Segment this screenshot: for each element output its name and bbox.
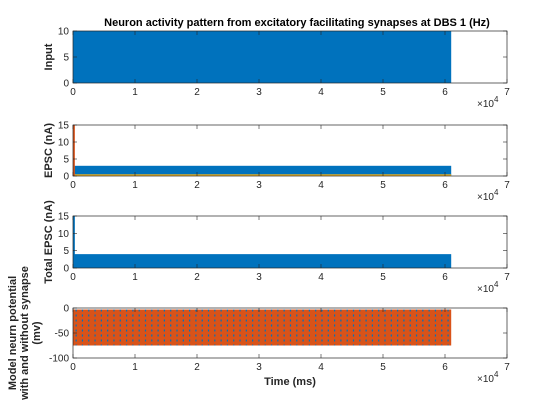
x-tick-label: 1 <box>132 272 138 283</box>
x-tick-label: 2 <box>194 362 200 373</box>
x-multiplier-label: ×104 <box>477 280 499 295</box>
series-band <box>73 309 452 346</box>
x-tick-label: 2 <box>194 180 200 191</box>
x-tick-label: 4 <box>318 180 324 191</box>
axes-box <box>72 30 508 84</box>
x-tick-label: 5 <box>380 272 386 283</box>
x-multiplier-exponent: 4 <box>494 188 499 197</box>
subplot-2: 0 1 2 3 4 5 6 7 0 5 10 15 ×104 EPSC (nA) <box>43 121 510 204</box>
figure-title: Neuron activity pattern from excitatory … <box>104 17 490 29</box>
x-tick-label: 3 <box>256 180 262 191</box>
y-axis-label: Input <box>43 43 55 70</box>
x-tick-label: 2 <box>194 87 200 98</box>
x-tick-label: 6 <box>442 87 448 98</box>
x-tick-label: 7 <box>504 362 510 373</box>
y-tick-label: 15 <box>58 121 70 132</box>
series-band <box>73 174 452 176</box>
x-tick-label: 7 <box>504 180 510 191</box>
y-axis-label-line: (mv) <box>31 321 43 345</box>
x-tick-label: 5 <box>380 180 386 191</box>
axes-box <box>72 307 508 359</box>
y-axis-label-line: Model neurn potential <box>7 276 19 390</box>
subplot-1: 0 1 2 3 4 5 6 7 0 5 10 ×104 Input <box>43 27 510 111</box>
y-tick-label: 10 <box>58 229 70 240</box>
x-multiplier-label: ×104 <box>477 188 499 203</box>
x-tick-label: 1 <box>132 180 138 191</box>
y-tick-label: 5 <box>63 246 69 257</box>
y-tick-label: -100 <box>49 354 69 365</box>
y-tick-label: 5 <box>63 155 69 166</box>
series-band <box>73 125 75 176</box>
x-multiplier-label: ×104 <box>477 95 499 110</box>
x-tick-label: 6 <box>442 180 448 191</box>
x-tick-label: 2 <box>194 272 200 283</box>
x-multiplier-label: ×104 <box>477 370 499 385</box>
x-multiplier-exponent: 4 <box>494 280 499 289</box>
x-tick-label: 4 <box>318 272 324 283</box>
x-tick-label: 6 <box>442 362 448 373</box>
x-tick-label: 3 <box>256 272 262 283</box>
y-axis-label-line: with and without synapse <box>19 266 31 401</box>
series-band <box>73 31 452 83</box>
y-tick-label: 15 <box>58 212 70 223</box>
x-tick-label: 7 <box>504 87 510 98</box>
x-tick-label: 4 <box>318 362 324 373</box>
x-tick-label: 1 <box>132 87 138 98</box>
y-tick-label: 10 <box>58 27 70 38</box>
x-multiplier-exponent: 4 <box>494 95 499 104</box>
y-tick-label: 0 <box>63 304 69 315</box>
x-tick-label: 5 <box>380 362 386 373</box>
x-tick-label: 3 <box>256 87 262 98</box>
y-tick-label: 0 <box>63 79 69 90</box>
x-multiplier-exponent: 4 <box>494 370 499 379</box>
x-tick-label: 1 <box>132 362 138 373</box>
series-band <box>73 165 452 176</box>
y-tick-label: 10 <box>58 138 70 149</box>
subplot-4: 0 1 2 3 4 5 6 7 -100 -50 0 ×104 Model neurn potentia… <box>7 266 510 401</box>
series-band <box>73 216 75 268</box>
axes-box <box>72 124 508 177</box>
y-axis-label: Total EPSC (nA) <box>43 200 55 284</box>
subplot-3: 0 1 2 3 4 5 6 7 0 5 10 15 ×104 Total EPSC (nA) <box>43 200 510 295</box>
x-tick-label: 5 <box>380 87 386 98</box>
x-tick-label: 4 <box>318 87 324 98</box>
x-axis-label: Time (ms) <box>264 376 316 388</box>
x-tick-label: 6 <box>442 272 448 283</box>
y-tick-label: 0 <box>63 264 69 275</box>
y-axis-label: EPSC (nA) <box>43 123 55 178</box>
x-tick-label: 0 <box>70 272 76 283</box>
x-tick-label: 7 <box>504 272 510 283</box>
series-band <box>73 254 452 268</box>
x-tick-label: 0 <box>70 180 76 191</box>
x-tick-label: 3 <box>256 362 262 373</box>
x-tick-label: 0 <box>70 362 76 373</box>
x-tick-label: 0 <box>70 87 76 98</box>
y-tick-label: 5 <box>63 53 69 64</box>
axes-box <box>72 215 508 269</box>
y-tick-label: 0 <box>63 172 69 183</box>
y-tick-label: -50 <box>55 329 70 340</box>
